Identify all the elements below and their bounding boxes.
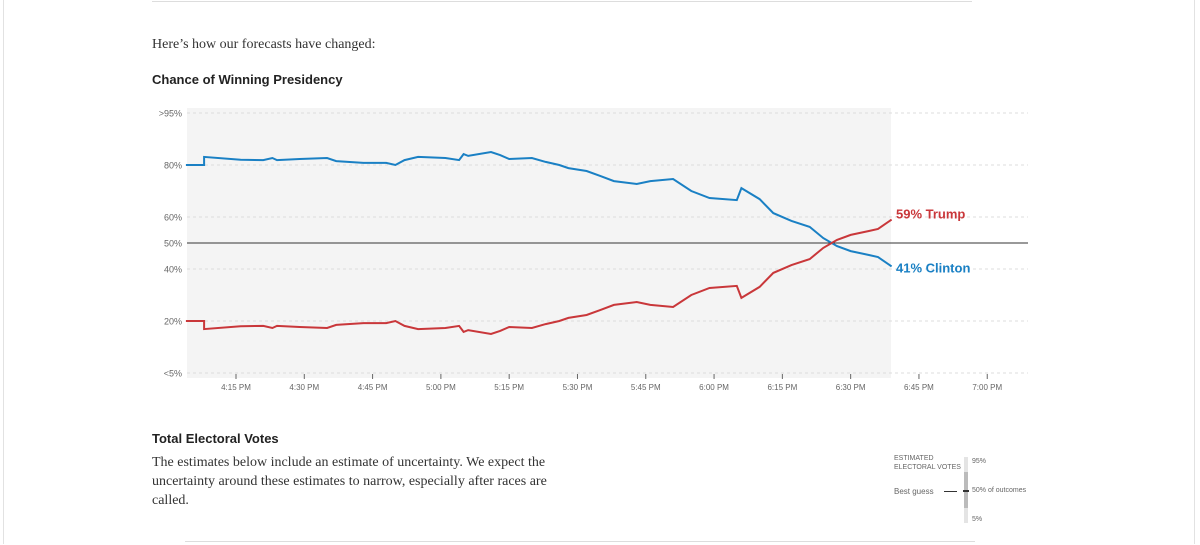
x-tick-label: 5:30 PM (563, 383, 593, 392)
legend-5: 5% (972, 516, 983, 523)
best-guess-line (944, 491, 957, 492)
x-tick-label: 4:30 PM (289, 383, 319, 392)
series-label-clinton: 41% Clinton (896, 260, 970, 275)
series-line-trump (185, 218, 893, 336)
y-tick-label: >95% (159, 109, 182, 119)
x-tick-label: 6:15 PM (767, 383, 797, 392)
x-tick-label: 5:00 PM (426, 383, 456, 392)
section-text: The estimates below include an estimate … (152, 455, 547, 508)
chart-title: Chance of Winning Presidency (152, 72, 343, 87)
series-label-trump: 59% Trump (896, 207, 965, 222)
best-guess-mark (963, 490, 969, 492)
x-tick-label: 5:45 PM (631, 383, 661, 392)
page-frame (3, 0, 1195, 544)
legend-title: ESTIMATED (894, 455, 934, 462)
x-tick-label: 4:15 PM (221, 383, 251, 392)
y-tick-label: 20% (164, 317, 182, 327)
legend-title: ELECTORAL VOTES (894, 464, 961, 471)
x-tick-label: 6:00 PM (699, 383, 729, 392)
x-tick-label: 4:45 PM (358, 383, 388, 392)
y-tick-label: 50% (164, 239, 182, 249)
legend-95: 95% (972, 458, 987, 465)
y-tick-label: 60% (164, 213, 182, 223)
divider (185, 541, 975, 545)
y-tick-label: 80% (164, 161, 182, 171)
x-tick-label: 7:00 PM (972, 383, 1002, 392)
legend-50: 50% of outcomes (972, 487, 1027, 494)
series-line-clinton (185, 150, 893, 268)
legend-best-guess: Best guess (894, 487, 934, 496)
intro-text: Here’s how our forecasts have changed: (152, 37, 376, 52)
y-tick-label: 40% (164, 265, 182, 275)
x-tick-label: 6:30 PM (836, 383, 866, 392)
y-tick-label: <5% (164, 369, 182, 379)
win-chance-chart: >95% 80% 60% 50% 40% 20% <5% 4:15 PM 4:30 PM 4:45… (159, 108, 1028, 392)
section-title: Total Electoral Votes (152, 431, 279, 446)
x-tick-label: 6:45 PM (904, 383, 934, 392)
x-tick-label: 5:15 PM (494, 383, 524, 392)
divider (152, 0, 972, 2)
